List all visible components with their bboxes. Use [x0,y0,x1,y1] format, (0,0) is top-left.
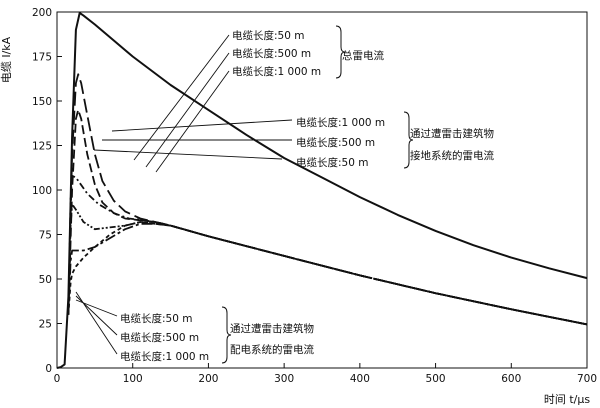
brace-distribution [221,306,232,364]
x-tick-label: 0 [54,373,61,385]
series-label-grounding: 电缆长度:1 000 m [296,116,385,129]
series-line-distribution-7 [67,221,588,326]
group-label-grounding: 通过遭雷击建筑物 [410,127,494,140]
y-tick-label: 200 [32,7,52,19]
x-axis-label: 时间 t/μs [544,393,591,406]
leader-line-total [133,34,230,161]
x-tick-label: 600 [501,373,521,385]
group-label-distribution: 配电系统的雷电流 [230,343,314,356]
y-tick-label: 100 [32,185,52,197]
series-label-distribution: 电缆长度:1 000 m [120,350,209,363]
x-tick-label: 700 [577,373,597,385]
series-line-distribution-5 [67,203,588,326]
series-label-total: 电缆长度:500 m [232,47,311,60]
brace-grounding [403,111,414,169]
y-tick-label: 150 [32,96,52,108]
y-tick-label: 0 [45,363,52,375]
leader-line-total [145,52,230,168]
group-label-total: 总雷电流 [342,49,384,62]
y-tick-label: 125 [32,141,52,153]
x-tick-label: 100 [123,373,143,385]
x-tick-label: 200 [198,373,218,385]
x-tick-label: 300 [274,373,294,385]
series-label-distribution: 电缆长度:50 m [120,312,192,325]
group-label-grounding: 接地系统的雷电流 [410,149,494,162]
leader-line-grounding [111,119,293,132]
x-tick-label: 400 [350,373,370,385]
y-tick-label: 175 [32,52,52,64]
x-tick-label: 500 [426,373,446,385]
series-line-grounding-2 [67,73,588,326]
group-label-distribution: 通过遭雷击建筑物 [230,322,314,335]
series-line-grounding-3 [67,109,588,326]
y-axis-label: 电缆 I/kA [0,36,13,83]
series-label-distribution: 电缆长度:500 m [120,331,199,344]
series-label-grounding: 电缆长度:50 m [296,156,368,169]
y-tick-label: 75 [39,230,52,242]
series-label-total: 电缆长度:50 m [232,29,304,42]
leader-line-distribution [75,291,118,355]
brace-total [335,25,346,79]
series-label-total: 电缆长度:1 000 m [232,65,321,78]
series-label-grounding: 电缆长度:500 m [296,136,375,149]
leader-line-total [155,70,230,173]
y-tick-label: 50 [39,274,52,286]
leader-line-grounding [93,149,283,160]
series-line-grounding-4 [67,174,588,326]
y-tick-label: 25 [39,319,52,331]
